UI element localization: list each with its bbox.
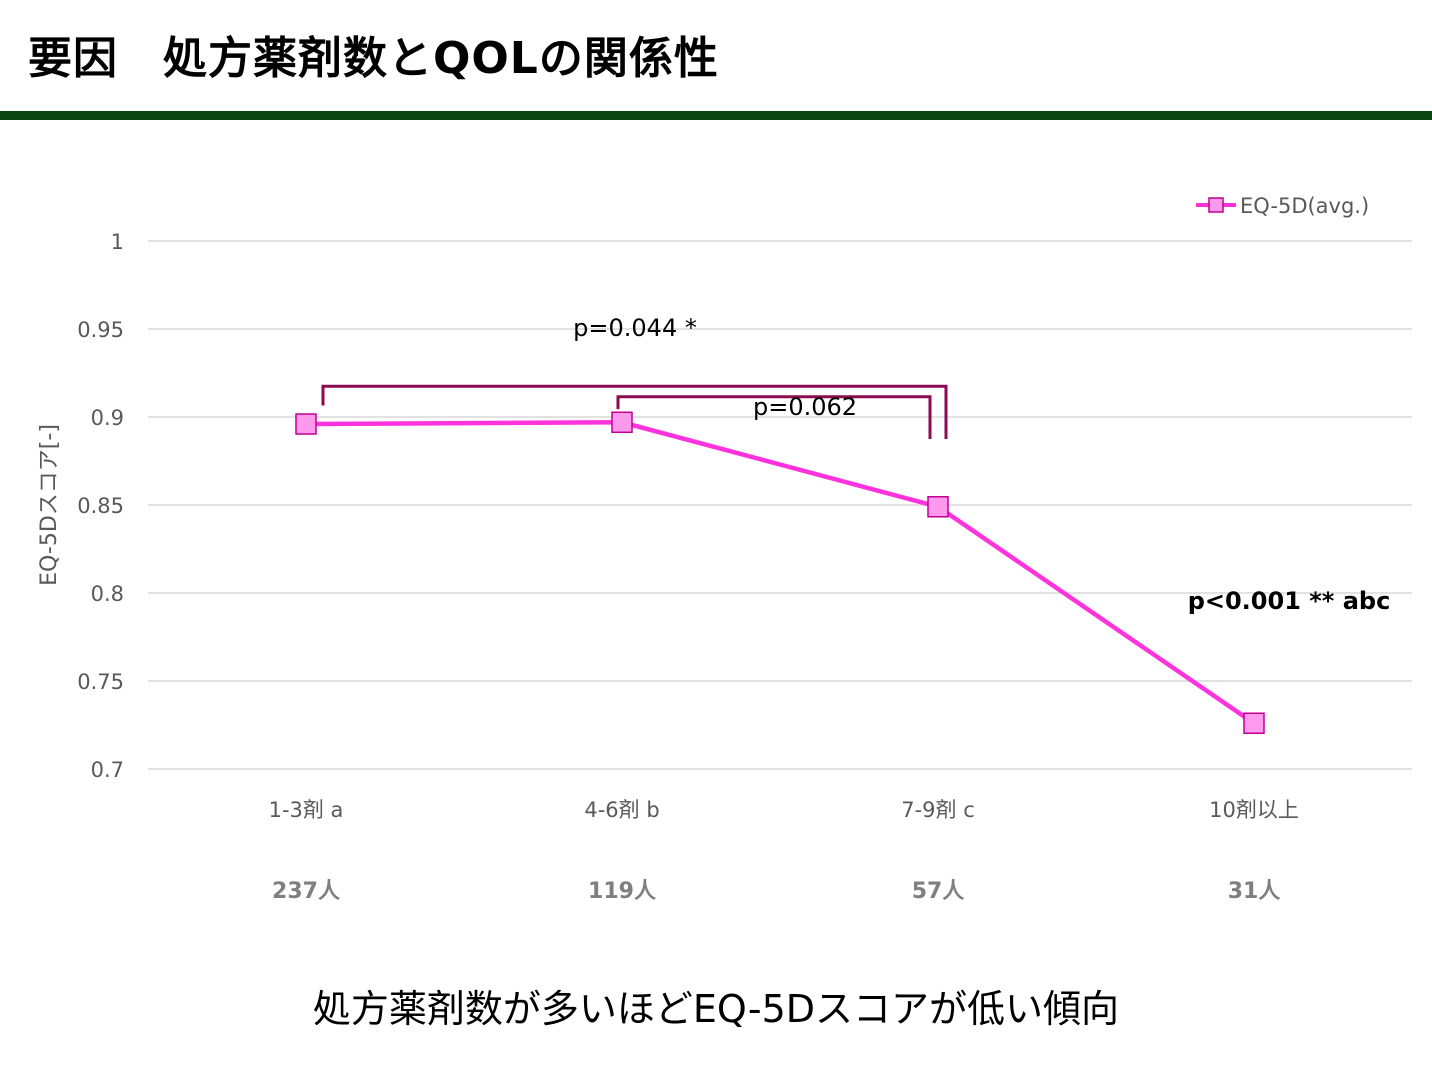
legend-marker [1208, 197, 1224, 213]
data-point [927, 496, 949, 518]
y-axis-label: EQ-5Dスコア[-] [37, 424, 62, 586]
x-tick-label: 1-3剤 a [269, 798, 344, 822]
y-tick-labels: 0.7 0.75 0.8 0.85 0.9 0.95 1 [77, 230, 124, 782]
x-tick-labels: 1-3剤 a 4-6剤 b 7-9剤 c 10剤以上 [269, 798, 1299, 822]
data-point [295, 413, 317, 435]
title-underline [0, 111, 1432, 120]
slide-title: 要因 処方薬剤数とQOLの関係性 [28, 33, 719, 84]
slide-caption: 処方薬剤数が多いほどEQ-5Dスコアが低い傾向 [312, 987, 1120, 1031]
legend: EQ-5D(avg.) [1196, 194, 1369, 218]
x-tick-label: 7-9剤 c [901, 798, 975, 822]
sample-size-labels: 237人 119人 57人 31人 [272, 879, 1280, 904]
sample-size-label: 31人 [1228, 879, 1281, 904]
sample-size-label: 237人 [272, 879, 340, 904]
sample-size-label: 57人 [912, 879, 965, 904]
y-tick-label: 0.85 [77, 494, 124, 518]
significance-brackets [321, 384, 948, 439]
x-tick-label: 10剤以上 [1209, 798, 1299, 822]
series-eq5d [295, 411, 1265, 734]
annotation-p-overall: p<0.001 ** abc [1188, 587, 1391, 615]
bracket-1-3 [321, 384, 948, 439]
series-line [305, 420, 1256, 726]
annotation-p-062: p=0.062 [753, 393, 857, 421]
y-tick-label: 0.9 [91, 406, 124, 430]
x-tick-label: 4-6剤 b [584, 798, 659, 822]
bracket-2-3 [616, 395, 932, 439]
y-tick-label: 0.7 [91, 758, 124, 782]
data-point [611, 411, 633, 434]
legend-label: EQ-5D(avg.) [1240, 194, 1369, 218]
sample-size-label: 119人 [588, 879, 656, 904]
y-tick-label: 0.8 [91, 582, 124, 606]
gridlines [148, 240, 1412, 770]
data-point [1243, 712, 1265, 734]
y-tick-label: 1 [111, 230, 124, 254]
y-tick-label: 0.95 [77, 318, 124, 342]
annotation-p-044: p=0.044 * [573, 314, 697, 342]
y-tick-label: 0.75 [77, 670, 124, 694]
